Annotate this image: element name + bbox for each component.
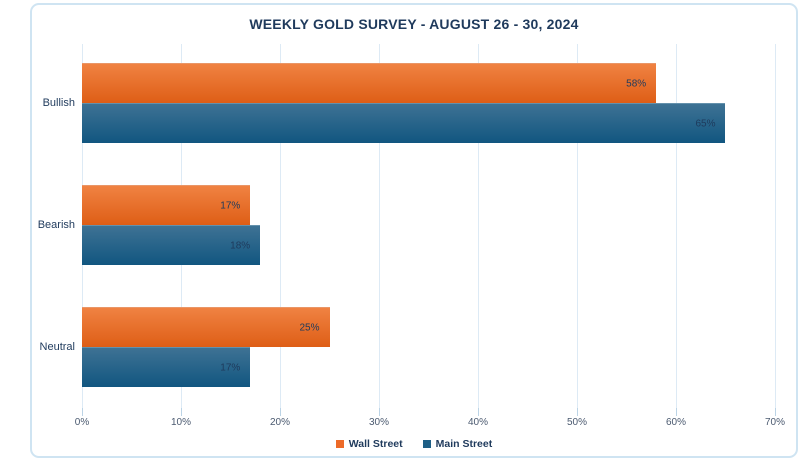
category-band: 17% 18% <box>82 164 775 286</box>
bar-wall-street[interactable]: 17% <box>82 185 251 225</box>
gridline <box>478 44 479 408</box>
plot-area: 58% 65% 17% 18% 25% 17% <box>82 42 776 416</box>
gridline <box>577 44 578 408</box>
x-tick-label: 20% <box>269 417 291 428</box>
data-label: 58% <box>626 78 647 89</box>
data-label: 18% <box>230 240 251 251</box>
axis-tick-mark <box>775 408 776 416</box>
data-label: 17% <box>220 362 241 373</box>
gridline <box>280 44 281 408</box>
value-axis: 0% 10% 20% 30% 40% 50% 60% 70% <box>75 410 785 430</box>
x-tick-label: 30% <box>368 417 390 428</box>
axis-tick-mark <box>379 408 380 416</box>
legend-label: Wall Street <box>348 438 403 450</box>
axis-tick-mark <box>280 408 281 416</box>
data-label: 17% <box>220 200 241 211</box>
bar-wall-street[interactable]: 58% <box>82 63 657 103</box>
legend-swatch-icon <box>422 440 431 448</box>
bar-main-street[interactable]: 18% <box>82 225 261 265</box>
bar-main-street[interactable]: 17% <box>82 347 251 387</box>
x-tick-label: 40% <box>467 417 489 428</box>
x-tick-label: 50% <box>566 417 588 428</box>
gridline <box>379 44 380 408</box>
category-band: 25% 17% <box>82 286 775 408</box>
category-label: Bullish <box>42 97 75 109</box>
data-label: 65% <box>695 118 716 129</box>
axis-tick-mark <box>478 408 479 416</box>
x-tick-label: 60% <box>665 417 687 428</box>
category-label: Bearish <box>37 219 75 231</box>
axis-tick-mark <box>82 408 83 416</box>
legend-label: Main Street <box>435 438 493 450</box>
chart-card <box>30 3 798 458</box>
axis-tick-mark <box>676 408 677 416</box>
axis-tick-mark <box>577 408 578 416</box>
x-tick-label: 10% <box>170 417 192 428</box>
category-band: 58% 65% <box>82 42 775 164</box>
x-tick-label: 0% <box>74 417 90 428</box>
gridline <box>676 44 677 408</box>
data-label: 25% <box>299 322 320 333</box>
gridline <box>775 44 776 408</box>
axis-tick-mark <box>181 408 182 416</box>
legend-item[interactable]: Wall Street <box>335 438 403 450</box>
category-label: Neutral <box>39 341 75 353</box>
legend-item[interactable]: Main Street <box>422 438 493 450</box>
bar-main-street[interactable]: 65% <box>82 103 726 143</box>
legend: Wall Street Main Street <box>30 437 798 451</box>
category-axis: Bullish Bearish Neutral <box>0 42 75 408</box>
x-tick-label: 70% <box>764 417 786 428</box>
chart-title: WEEKLY GOLD SURVEY - AUGUST 26 - 30, 202… <box>249 16 579 32</box>
legend-swatch-icon <box>335 440 344 448</box>
bar-wall-street[interactable]: 25% <box>82 307 330 347</box>
